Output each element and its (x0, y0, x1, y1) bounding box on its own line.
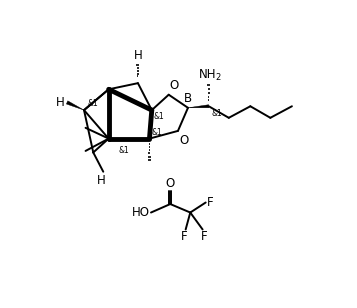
Polygon shape (188, 105, 209, 108)
Text: &1: &1 (151, 128, 162, 137)
Text: &1: &1 (87, 99, 98, 108)
Text: O: O (170, 79, 179, 91)
Text: NH: NH (199, 68, 217, 81)
Text: F: F (201, 230, 207, 243)
Text: B: B (184, 92, 192, 105)
Text: F: F (181, 230, 187, 243)
Text: &1: &1 (119, 146, 130, 156)
Text: HO: HO (131, 206, 150, 219)
Text: H: H (56, 96, 65, 109)
Text: H: H (97, 174, 106, 187)
Text: H: H (134, 49, 142, 62)
Text: O: O (166, 177, 175, 190)
Text: &1: &1 (153, 111, 164, 121)
Text: &1: &1 (211, 108, 222, 118)
Text: O: O (180, 134, 189, 147)
Text: F: F (207, 196, 214, 209)
Text: 2: 2 (215, 73, 220, 82)
Polygon shape (66, 101, 84, 110)
